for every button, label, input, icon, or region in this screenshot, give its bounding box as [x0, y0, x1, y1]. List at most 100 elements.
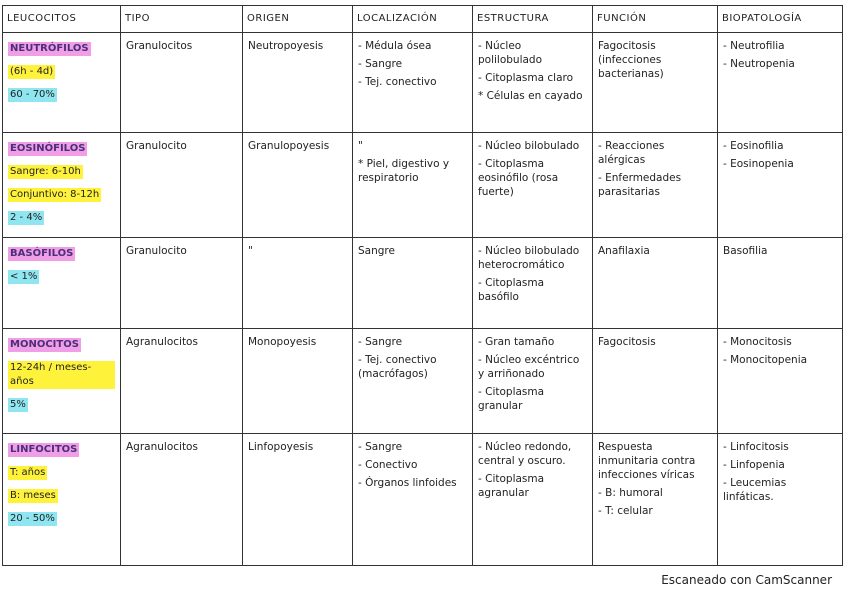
- cell: Basofilia: [717, 237, 843, 329]
- table-row: LINFOCITOS T: años B: meses 20 - 50% Agranul…: [2, 433, 843, 566]
- cell-line: - Citoplasma basófilo: [478, 277, 545, 303]
- cell: - Sangre - Tej. conectivo (macrófagos): [352, 328, 473, 434]
- cell: Linfopoyesis: [242, 433, 353, 566]
- leukocyte-line: < 1%: [8, 270, 40, 284]
- column-header: LEUCOCITOS: [2, 5, 121, 33]
- cell-line: - Núcleo redondo, central y oscuro.: [478, 441, 572, 467]
- leukocyte-line: 12-24h / meses-años: [8, 361, 115, 389]
- leukocyte-cell: EOSINÓFILOS Sangre: 6-10h Conjuntivo: 8-12…: [2, 132, 121, 238]
- cell-line: - Eosinopenia: [723, 158, 794, 170]
- cell: ": [242, 237, 353, 329]
- cell: - Gran tamaño - Núcleo excéntrico y arriñ…: [472, 328, 593, 434]
- table-row: EOSINÓFILOS Sangre: 6-10h Conjuntivo: 8-12…: [2, 132, 843, 238]
- leukocyte-line: NEUTRÓFILOS: [8, 42, 91, 56]
- cell-line: Fagocitosis: [598, 336, 656, 348]
- cell-line: Linfopoyesis: [248, 441, 314, 453]
- leukocyte-table: LEUCOCITOS TIPO ORIGEN LOCALIZACIÓN ESTRUCTU…: [2, 5, 843, 566]
- cell: Agranulocitos: [120, 328, 243, 434]
- cell: Granulocito: [120, 132, 243, 238]
- cell: - Linfocitosis - Linfopenia - Leucemias li…: [717, 433, 843, 566]
- cell-line: - Citoplasma agranular: [478, 473, 545, 499]
- cell: - Monocitosis - Monocitopenia: [717, 328, 843, 434]
- column-header: BIOPATOLOGÍA: [717, 5, 843, 33]
- cell: - Neutrofilia - Neutropenia: [717, 32, 843, 133]
- leukocyte-line: LINFOCITOS: [8, 443, 80, 457]
- cell-line: ": [358, 140, 363, 152]
- leukocyte-line: (6h - 4d): [8, 65, 56, 79]
- cell: Monopoyesis: [242, 328, 353, 434]
- cell-line: - Citoplasma claro: [478, 72, 574, 84]
- cell-line: Granulocito: [126, 140, 187, 152]
- cell-line: - Neutrofilia: [723, 40, 785, 52]
- cell-line: - Reacciones alérgicas: [598, 140, 665, 166]
- footer: Escaneado con CamScanner: [661, 573, 832, 587]
- cell-line: Granulocitos: [126, 40, 193, 52]
- cell-line: - Órganos linfoides: [358, 477, 457, 489]
- cell-line: - Núcleo bilobulado heterocromático: [478, 245, 580, 271]
- leukocyte-line: BASÓFILOS: [8, 247, 76, 261]
- leukocyte-cell: MONOCITOS 12-24h / meses-años 5%: [2, 328, 121, 434]
- cell-line: Agranulocitos: [126, 336, 198, 348]
- cell: Granulopoyesis: [242, 132, 353, 238]
- cell-line: - Médula ósea: [358, 40, 432, 52]
- cell-line: ": [248, 245, 253, 257]
- cell-line: - Linfopenia: [723, 459, 785, 471]
- cell: " * Piel, digestivo y respiratorio: [352, 132, 473, 238]
- cell-line: - Sangre: [358, 441, 403, 453]
- cell-line: - Monocitopenia: [723, 354, 808, 366]
- leukocyte-cell: BASÓFILOS < 1%: [2, 237, 121, 329]
- cell: Agranulocitos: [120, 433, 243, 566]
- cell-line: Basofilia: [723, 245, 768, 257]
- cell: Granulocitos: [120, 32, 243, 133]
- cell-line: - Leucemias linfáticas.: [723, 477, 787, 503]
- table-row: BASÓFILOS < 1% Granulocito " Sangre - Núcleo …: [2, 237, 843, 329]
- header-row: LEUCOCITOS TIPO ORIGEN LOCALIZACIÓN ESTRUCTU…: [2, 5, 843, 33]
- cell-line: - Tej. conectivo (macrófagos): [358, 354, 437, 380]
- cell: - Sangre - Conectivo - Órganos linfoides: [352, 433, 473, 566]
- cell-line: - Conectivo: [358, 459, 418, 471]
- cell-line: - Sangre: [358, 58, 403, 70]
- cell-line: Fagocitosis (infecciones bacterianas): [598, 40, 664, 80]
- leukocyte-line: 2 - 4%: [8, 211, 45, 225]
- cell-line: - Eosinofilia: [723, 140, 784, 152]
- leukocyte-line: MONOCITOS: [8, 338, 81, 352]
- cell-line: Anafilaxia: [598, 245, 650, 257]
- leukocyte-line: B: meses: [8, 489, 58, 503]
- table-row: NEUTRÓFILOS (6h - 4d) 60 - 70% Granulocitos…: [2, 32, 843, 133]
- cell-line: - B: humoral: [598, 487, 663, 499]
- cell-line: - Núcleo bilobulado: [478, 140, 580, 152]
- cell: Anafilaxia: [592, 237, 718, 329]
- column-header: ESTRUCTURA: [472, 5, 593, 33]
- leukocyte-line: 5%: [8, 398, 28, 412]
- leukocyte-cell: NEUTRÓFILOS (6h - 4d) 60 - 70%: [2, 32, 121, 133]
- cell: Fagocitosis (infecciones bacterianas): [592, 32, 718, 133]
- cell-line: Neutropoyesis: [248, 40, 324, 52]
- cell: - Núcleo polilobulado - Citoplasma claro *…: [472, 32, 593, 133]
- cell: Granulocito: [120, 237, 243, 329]
- cell-line: * Piel, digestivo y respiratorio: [358, 158, 450, 184]
- cell-line: - Núcleo polilobulado: [478, 40, 543, 66]
- cell: - Núcleo bilobulado heterocromático - Cit…: [472, 237, 593, 329]
- cell-line: - Enfermedades parasitarias: [598, 172, 682, 198]
- column-header: TIPO: [120, 5, 243, 33]
- cell: Respuesta inmunitaria contra infecciones…: [592, 433, 718, 566]
- cell-line: - Linfocitosis: [723, 441, 789, 453]
- cell-line: Monopoyesis: [248, 336, 317, 348]
- cell-line: - Gran tamaño: [478, 336, 555, 348]
- leukocyte-cell: LINFOCITOS T: años B: meses 20 - 50%: [2, 433, 121, 566]
- cell-line: - T: celular: [598, 505, 653, 517]
- column-header: ORIGEN: [242, 5, 353, 33]
- cell: - Núcleo redondo, central y oscuro. - Cit…: [472, 433, 593, 566]
- column-header: LOCALIZACIÓN: [352, 5, 473, 33]
- table-row: MONOCITOS 12-24h / meses-años 5% Agranuloci…: [2, 328, 843, 434]
- cell-line: - Tej. conectivo: [358, 76, 437, 88]
- leukocyte-line: Conjuntivo: 8-12h: [8, 188, 102, 202]
- cell-line: - Monocitosis: [723, 336, 792, 348]
- cell-line: * Células en cayado: [478, 90, 583, 102]
- cell: Sangre: [352, 237, 473, 329]
- cell-line: Granulocito: [126, 245, 187, 257]
- cell: - Eosinofilia - Eosinopenia: [717, 132, 843, 238]
- cell-line: - Citoplasma eosinófilo (rosa fuerte): [478, 158, 559, 198]
- cell: Neutropoyesis: [242, 32, 353, 133]
